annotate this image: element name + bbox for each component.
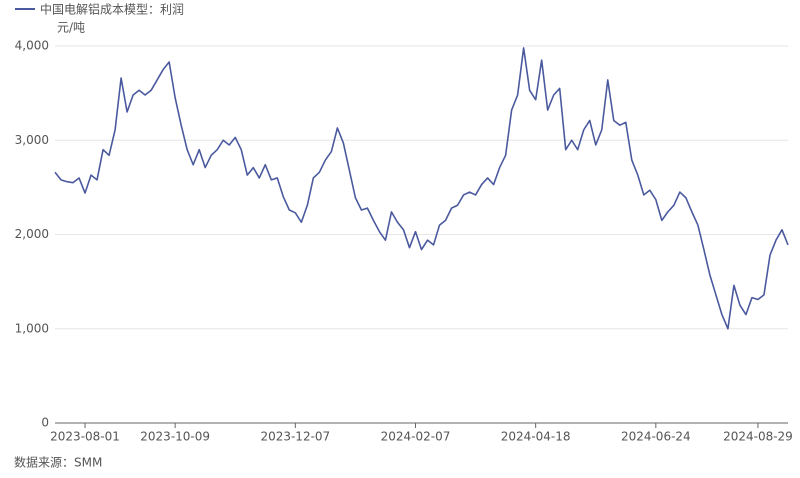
y-tick-label: 3,000 <box>15 133 49 147</box>
y-tick-label: 1,000 <box>15 321 49 335</box>
y-unit: 元/吨 <box>57 21 85 35</box>
x-tick-label: 2024-04-18 <box>501 430 571 444</box>
y-tick-label: 0 <box>41 416 49 430</box>
x-tick-label: 2024-08-29 <box>723 430 793 444</box>
x-tick-label: 2023-08-01 <box>50 430 120 444</box>
x-tick-label: 2024-02-07 <box>381 430 451 444</box>
x-tick-label: 2024-06-24 <box>621 430 691 444</box>
line-series <box>54 47 789 330</box>
y-tick-label: 2,000 <box>15 227 49 241</box>
x-tick-label: 2023-10-09 <box>140 430 210 444</box>
source-note: 数据来源：SMM <box>14 455 102 470</box>
legend-label: 中国电解铝成本模型：利润 <box>40 2 184 17</box>
y-tick-label: 4,000 <box>15 39 49 53</box>
x-tick-label: 2023-12-07 <box>260 430 330 444</box>
